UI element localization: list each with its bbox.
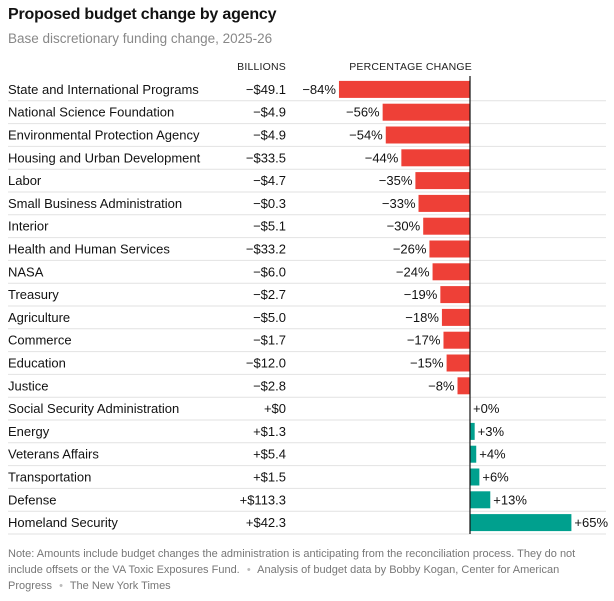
bar [338, 80, 470, 98]
source-text: Analysis of budget data by Bobby Kogan, … [8, 564, 560, 592]
agency-label: Veterans Affairs [8, 447, 99, 462]
chart-title: Proposed budget change by agency [8, 6, 277, 23]
agency-label: Health and Human Services [8, 242, 170, 257]
billions-value: −$4.9 [253, 105, 286, 120]
pct-label: −84% [302, 82, 336, 97]
agency-label: Education [8, 356, 66, 371]
billions-value: −$33.2 [246, 242, 286, 257]
percentage-column-header: PERCENTAGE CHANGE [349, 61, 472, 73]
billions-value: +$1.3 [253, 424, 286, 439]
billions-value: +$1.5 [253, 470, 286, 485]
pct-label: −44% [365, 150, 399, 165]
pct-label: +3% [478, 424, 505, 439]
pct-label: −33% [382, 196, 416, 211]
pct-label: −17% [407, 333, 441, 348]
note-separator: • [246, 564, 251, 576]
pct-label: −8% [428, 378, 455, 393]
agency-label: Treasury [8, 287, 59, 302]
agency-label: Labor [8, 173, 42, 188]
source-separator: • [59, 580, 63, 592]
footnote: Note: Amounts include budget changes the… [8, 546, 606, 594]
agency-label: Transportation [8, 470, 91, 485]
bar [470, 514, 572, 532]
pct-label: +6% [482, 470, 509, 485]
chart-subtitle: Base discretionary funding change, 2025-… [8, 31, 273, 46]
bar [385, 126, 470, 144]
bar [423, 217, 470, 235]
billions-value: −$5.1 [253, 219, 286, 234]
pct-label: −56% [346, 105, 380, 120]
agency-label: NASA [8, 264, 44, 279]
agency-label: Defense [8, 492, 56, 507]
pct-label: +13% [493, 492, 527, 507]
agency-label: Social Security Administration [8, 401, 179, 416]
pct-label: −24% [396, 264, 430, 279]
agency-label: Small Business Administration [8, 196, 182, 211]
bar [470, 491, 491, 509]
billions-value: −$0.3 [253, 196, 286, 211]
billions-column-header: BILLIONS [237, 61, 286, 73]
pct-label: +0% [473, 401, 500, 416]
agency-label: Interior [8, 219, 49, 234]
pct-label: −35% [379, 173, 413, 188]
billions-value: +$5.4 [253, 447, 286, 462]
budget-bar-chart: State and International Programs −$49.1 −8… [8, 76, 608, 535]
pct-label: −26% [393, 242, 427, 257]
billions-value: +$42.3 [246, 515, 286, 530]
billions-value: −$5.0 [253, 310, 286, 325]
bar [441, 308, 470, 326]
agency-label: Environmental Protection Agency [8, 128, 200, 143]
note-text: Note: Amounts include budget changes the… [8, 548, 576, 576]
agency-label: Agriculture [8, 310, 70, 325]
bar [457, 377, 470, 395]
pct-label: −54% [349, 128, 383, 143]
billions-value: −$12.0 [246, 356, 286, 371]
agency-label: Energy [8, 424, 50, 439]
pct-label: −30% [387, 219, 421, 234]
billions-value: −$6.0 [253, 264, 286, 279]
billions-value: −$33.5 [246, 150, 286, 165]
agency-label: Homeland Security [8, 515, 118, 530]
billions-value: −$49.1 [246, 82, 286, 97]
bar [429, 240, 470, 258]
bar [418, 194, 470, 212]
agency-label: Housing and Urban Development [8, 150, 201, 165]
billions-value: +$0 [264, 401, 286, 416]
pct-label: −19% [404, 287, 438, 302]
billions-value: −$4.9 [253, 128, 286, 143]
bar [470, 445, 477, 463]
pct-label: −15% [410, 356, 444, 371]
bar [401, 149, 470, 167]
pct-label: −18% [405, 310, 439, 325]
agency-label: Commerce [8, 333, 72, 348]
bar [470, 468, 480, 486]
agency-label: National Science Foundation [8, 105, 174, 120]
billions-value: −$2.8 [253, 378, 286, 393]
bar [382, 103, 470, 121]
bar [415, 172, 470, 190]
agency-label: State and International Programs [8, 82, 199, 97]
bar [470, 422, 475, 440]
billions-value: −$1.7 [253, 333, 286, 348]
bar [446, 354, 470, 372]
pct-label: +65% [574, 515, 608, 530]
billions-value: +$113.3 [240, 492, 286, 507]
billions-value: −$2.7 [253, 287, 286, 302]
agency-label: Justice [8, 378, 48, 393]
pct-label: +4% [479, 447, 506, 462]
bar [440, 286, 470, 304]
bar [432, 263, 470, 281]
billions-value: −$4.7 [253, 173, 286, 188]
credit-text: The New York Times [69, 580, 171, 592]
bar [443, 331, 470, 349]
